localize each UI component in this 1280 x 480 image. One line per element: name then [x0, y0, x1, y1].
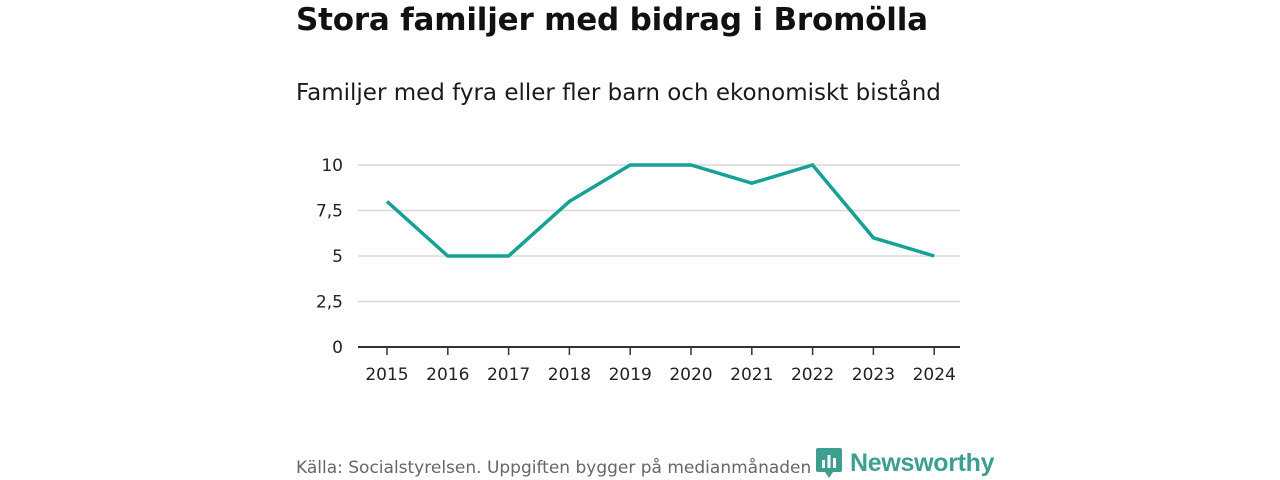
y-tick-label: 0 [332, 338, 343, 358]
x-tick-label: 2015 [365, 365, 408, 385]
series-line [385, 162, 935, 258]
y-tick-label: 10 [321, 156, 343, 176]
brand-name: Newsworthy [850, 448, 995, 477]
series-layer [385, 162, 935, 258]
y-tick-label: 7,5 [316, 202, 343, 222]
chart-title: Stora familjer med bidrag i Bromölla [296, 2, 928, 38]
x-tick-label: 2022 [791, 365, 834, 385]
x-tick-label: 2020 [669, 365, 712, 385]
bar-chart-icon [816, 448, 842, 478]
x-tick-label: 2024 [913, 365, 956, 385]
chart-subtitle: Familjer med fyra eller fler barn och ek… [296, 80, 941, 106]
x-tick-label: 2021 [730, 365, 773, 385]
y-axis: 0 2,5 5 7,5 10 [316, 156, 343, 358]
newsworthy-logo: Newsworthy [816, 446, 999, 480]
y-tick-label: 5 [332, 247, 343, 267]
x-axis [358, 346, 960, 355]
x-tick-label: 2023 [852, 365, 895, 385]
x-tick-label: 2016 [426, 365, 469, 385]
x-tick-labels: 2015 2016 2017 2018 2019 2020 2021 2022 2023 2024 [365, 365, 955, 385]
x-tick-label: 2019 [609, 365, 652, 385]
source-note: Källa: Socialstyrelsen. Uppgiften bygger… [296, 458, 911, 478]
y-tick-label: 2,5 [316, 293, 343, 313]
x-tick-label: 2017 [487, 365, 530, 385]
x-tick-label: 2018 [548, 365, 591, 385]
